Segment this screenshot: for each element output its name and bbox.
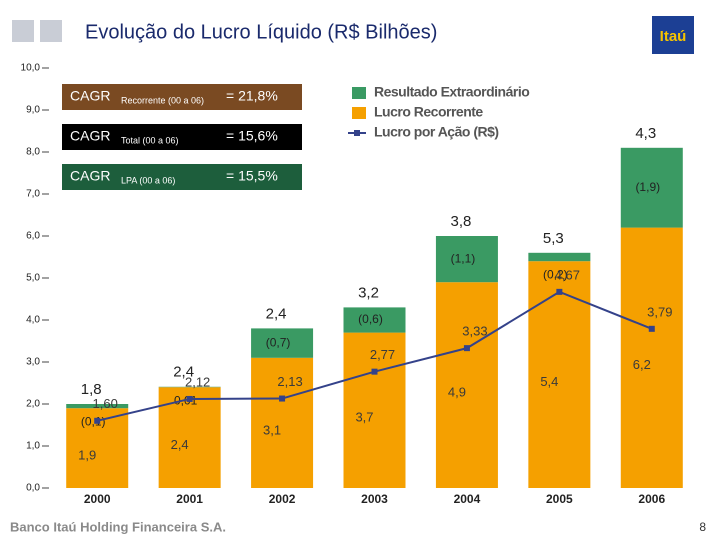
cagr-label: CAGR	[70, 88, 110, 104]
y-tick-label: 3,0	[26, 357, 40, 368]
x-tick-label: 2004	[454, 492, 481, 506]
cagr-value: = 15,6%	[226, 128, 278, 144]
bar-recurring	[251, 357, 314, 488]
bar-recurring	[435, 282, 498, 488]
x-tick-label: 2006	[638, 492, 665, 506]
cagr-box	[62, 124, 302, 150]
y-tick-label: 1,0	[26, 441, 40, 452]
recurring-label: 4,9	[448, 385, 466, 400]
bar-recurring	[620, 227, 683, 488]
recurring-label: 2,4	[171, 437, 189, 452]
bar-extraordinary	[66, 404, 129, 409]
cagr-sub: Recorrente (00 a 06)	[121, 95, 204, 105]
bar-recurring	[528, 261, 591, 488]
eps-point	[186, 395, 193, 402]
net-label: 3,8	[450, 213, 471, 230]
legend-label: Lucro Recorrente	[374, 104, 483, 120]
cagr-label: CAGR	[70, 168, 110, 184]
y-tick-label: 4,0	[26, 315, 40, 326]
net-label: 4,3	[635, 125, 656, 142]
footer: Banco Itaú Holding Financeira S.A.	[10, 519, 226, 534]
legend-label: Lucro por Ação (R$)	[374, 124, 499, 140]
recurring-label: 5,4	[540, 374, 558, 389]
cagr-box	[62, 164, 302, 190]
legend-point	[354, 130, 360, 136]
x-tick-label: 2005	[546, 492, 573, 506]
y-tick-label: 2,0	[26, 399, 40, 410]
eps-label: 3,33	[462, 324, 487, 339]
legend-swatch	[352, 107, 366, 119]
eps-label: 1,60	[93, 396, 118, 411]
cagr-sub: Total (00 a 06)	[121, 135, 179, 145]
bar-extraordinary	[620, 147, 683, 228]
eps-label: 4,67	[555, 267, 580, 282]
cagr-box	[62, 84, 302, 110]
cagr-value: = 21,8%	[226, 88, 278, 104]
cagr-label: CAGR	[70, 128, 110, 144]
extraordinary-label: (0,6)	[358, 312, 383, 326]
net-label: 3,2	[358, 284, 379, 301]
y-tick-label: 7,0	[26, 189, 40, 200]
extraordinary-label: (0,1)	[81, 414, 106, 428]
eps-point	[279, 395, 286, 402]
legend-label: Resultado Extraordinário	[374, 84, 529, 100]
eps-point	[463, 345, 470, 352]
y-tick-label: 10,0	[21, 63, 41, 74]
deco-square	[40, 20, 62, 42]
net-label: 2,4	[266, 305, 287, 322]
eps-point	[371, 368, 378, 375]
net-label: 2,4	[173, 364, 194, 381]
extraordinary-label: (0,2)	[543, 267, 568, 281]
eps-point	[556, 288, 563, 295]
net-label: 1,8	[81, 381, 102, 398]
eps-label: 2,12	[185, 374, 210, 389]
y-tick-label: 5,0	[26, 273, 40, 284]
logo-box	[652, 16, 694, 54]
bar-extraordinary	[528, 252, 591, 262]
eps-label: 2,77	[370, 347, 395, 362]
eps-label: 2,13	[277, 374, 302, 389]
eps-label: 3,79	[647, 304, 672, 319]
extraordinary-label: (0,7)	[266, 335, 291, 349]
page-number: 8	[699, 520, 706, 534]
legend-swatch	[352, 87, 366, 99]
x-tick-label: 2000	[84, 492, 111, 506]
bar-extraordinary	[435, 236, 498, 283]
x-tick-label: 2003	[361, 492, 388, 506]
deco-square	[12, 20, 34, 42]
net-label: 5,3	[543, 230, 564, 247]
recurring-label: 3,1	[263, 422, 281, 437]
x-tick-label: 2001	[176, 492, 203, 506]
logo: Itaú	[660, 28, 687, 45]
cagr-value: = 15,5%	[226, 168, 278, 184]
recurring-label: 1,9	[78, 448, 96, 463]
recurring-label: 3,7	[355, 410, 373, 425]
eps-point	[648, 325, 655, 332]
recurring-label: 6,2	[633, 357, 651, 372]
cagr-sub: LPA (00 a 06)	[121, 175, 175, 185]
y-tick-label: 6,0	[26, 231, 40, 242]
bar-extraordinary	[343, 307, 406, 333]
bar-recurring	[343, 332, 406, 488]
extraordinary-label: (1,9)	[635, 180, 660, 194]
eps-point	[94, 417, 101, 424]
y-tick-label: 0,0	[26, 483, 40, 494]
x-tick-label: 2002	[269, 492, 296, 506]
slide-title: Evolução do Lucro Líquido (R$ Bilhões)	[85, 21, 437, 43]
y-tick-label: 8,0	[26, 147, 40, 158]
y-tick-label: 9,0	[26, 105, 40, 116]
extraordinary-label: (1,1)	[451, 251, 476, 265]
bar-extraordinary	[251, 328, 314, 358]
